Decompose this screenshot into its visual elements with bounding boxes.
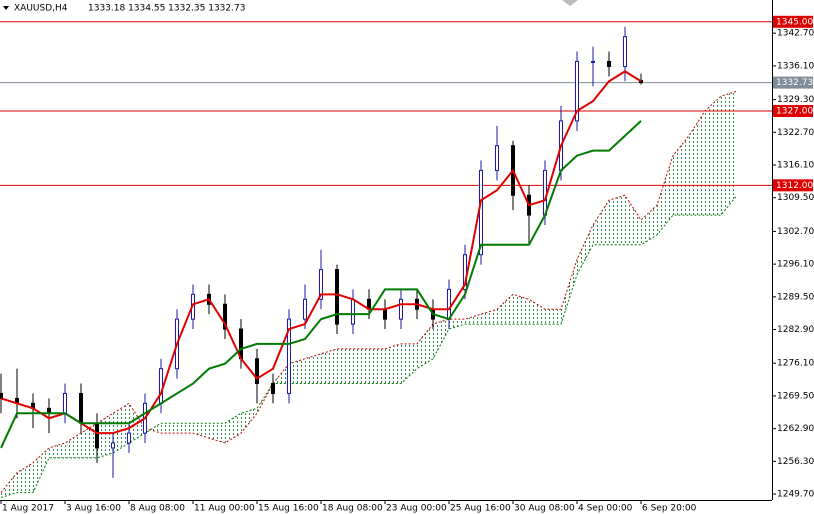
level-label: 1345.00	[776, 17, 813, 27]
candle-body	[335, 269, 339, 325]
candle-body	[399, 298, 403, 320]
y-tick-label: 1262.90	[777, 424, 814, 434]
level-label-box	[773, 76, 813, 89]
y-tick-label: 1309.50	[777, 193, 814, 203]
candle-body	[351, 298, 355, 325]
cloud-fill	[1, 91, 737, 498]
plot-area	[0, 21, 772, 498]
y-tick-label: 1276.10	[777, 359, 814, 369]
y-tick-label: 1336.10	[777, 61, 814, 71]
x-tick-label: 1 Aug 2017	[2, 504, 54, 514]
indicator-line	[0, 120, 642, 449]
candle-body	[607, 60, 611, 67]
y-tick-label: 1296.10	[777, 260, 814, 270]
y-tick-label: 1282.90	[777, 325, 814, 335]
y-tick-label: 1302.70	[777, 227, 814, 237]
y-tick-label: 1256.30	[777, 457, 814, 467]
candle-body	[319, 269, 323, 300]
x-tick-label: 23 Aug 00:00	[386, 504, 447, 514]
candle-body	[95, 422, 99, 449]
candle-body	[127, 432, 131, 444]
ohlc-values: 1333.18 1334.55 1332.35 1332.73	[88, 4, 245, 14]
candle-body	[591, 60, 595, 63]
level-label-box	[773, 105, 813, 118]
x-tick-label: 25 Aug 16:00	[450, 504, 511, 514]
senkou-span-b	[0, 194, 738, 498]
candle-body	[63, 392, 67, 414]
candle-body	[543, 169, 547, 216]
candle-body	[623, 36, 627, 67]
candle-body	[383, 308, 387, 320]
y-tick-label: 1249.70	[777, 490, 814, 500]
candle-body	[287, 318, 291, 394]
candle-body	[447, 288, 451, 320]
level-label-box	[773, 15, 813, 28]
x-tick-label: 18 Aug 08:00	[322, 504, 383, 514]
candle-body	[111, 442, 115, 449]
x-tick-label: 30 Aug 08:00	[514, 504, 575, 514]
candle-body	[303, 298, 307, 320]
level-label-box	[773, 179, 813, 192]
candle-body	[223, 303, 227, 330]
candle-body	[159, 368, 163, 404]
y-tick-label: 1269.50	[777, 391, 814, 401]
candle-body	[495, 145, 499, 171]
x-tick-label: 4 Sep 00:00	[578, 504, 633, 514]
axes: 1342.70 1336.10 1329.30 1322.70 1316.10 1309.…	[0, 15, 814, 514]
candle-body	[479, 169, 483, 256]
menu-triangle[interactable]	[3, 6, 9, 10]
x-tick-label: 8 Aug 08:00	[130, 504, 185, 514]
y-tick-label: 1342.70	[777, 29, 814, 39]
scroll-marker[interactable]	[562, 0, 578, 6]
y-tick-label: 1322.70	[777, 128, 814, 138]
x-tick-label: 15 Aug 16:00	[258, 504, 319, 514]
level-label: 1312.00	[776, 181, 813, 191]
level-label: 1327.00	[776, 107, 813, 117]
candle-body	[271, 383, 275, 394]
x-tick-label: 11 Aug 00:00	[194, 504, 255, 514]
symbol-title: XAUUSD,H4	[14, 4, 68, 14]
level-label: 1332.73	[776, 78, 813, 88]
candle-body	[575, 60, 579, 122]
y-tick-label: 1329.30	[777, 95, 814, 105]
y-tick-label: 1289.50	[777, 292, 814, 302]
x-tick-label: 6 Sep 20:00	[642, 504, 697, 514]
y-tick-label: 1316.10	[777, 161, 814, 171]
indicator-line	[0, 70, 642, 435]
candle-body	[255, 358, 259, 385]
candle-body	[79, 392, 83, 424]
x-tick-label: 3 Aug 16:00	[66, 504, 121, 514]
